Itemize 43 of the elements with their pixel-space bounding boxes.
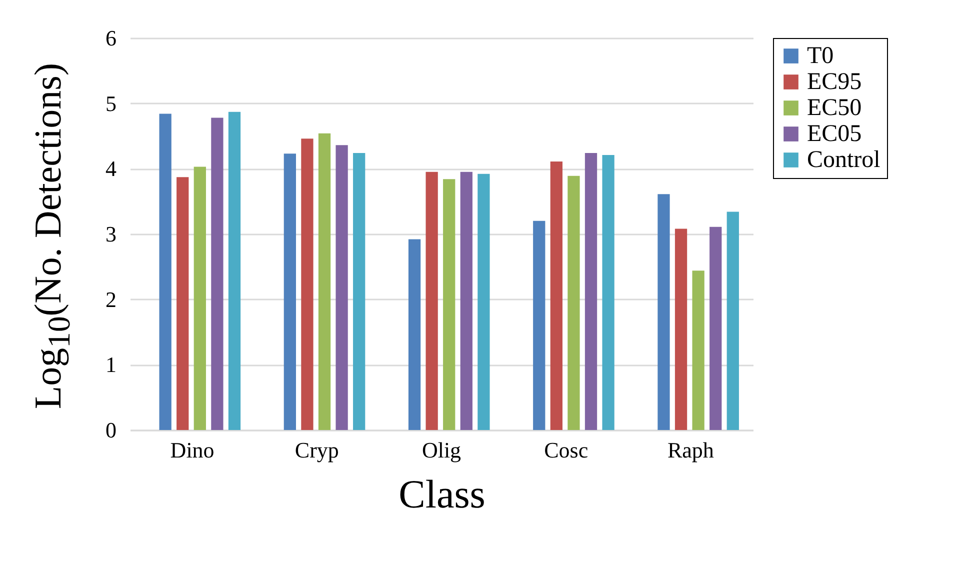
legend-label: T0 xyxy=(807,43,834,69)
bar xyxy=(284,154,296,430)
bar xyxy=(478,174,490,430)
legend-label: EC50 xyxy=(807,95,862,121)
bar xyxy=(211,118,224,430)
bar xyxy=(568,176,580,430)
bar xyxy=(692,270,704,430)
bar xyxy=(194,166,206,430)
bar xyxy=(426,172,438,430)
x-tick-label: Cosc xyxy=(544,438,588,462)
x-axis-title: Class xyxy=(398,472,486,516)
bar xyxy=(159,114,172,430)
bar xyxy=(602,154,614,430)
bar xyxy=(533,220,546,430)
bar xyxy=(710,226,722,430)
x-tick-label: Raph xyxy=(667,438,714,462)
bar xyxy=(460,172,472,430)
bar xyxy=(318,133,331,430)
y-tick-label: 4 xyxy=(106,156,116,182)
legend-label: EC05 xyxy=(807,121,862,147)
y-tick-label: 0 xyxy=(106,418,116,442)
y-tick-label: 3 xyxy=(106,222,116,246)
bar xyxy=(550,161,562,430)
bar xyxy=(353,152,366,430)
y-tick-label: 6 xyxy=(106,26,116,50)
y-tick-label: 1 xyxy=(106,352,116,378)
legend-label: EC95 xyxy=(807,69,862,95)
bar xyxy=(658,194,670,430)
x-tick-label: Cryp xyxy=(294,438,339,462)
bar xyxy=(228,112,241,430)
y-tick-label: 5 xyxy=(106,90,116,116)
bar xyxy=(726,212,739,430)
bar xyxy=(176,177,189,430)
bar xyxy=(336,145,348,430)
x-tick-label: Dino xyxy=(170,438,214,462)
x-tick-label: Olig xyxy=(422,438,462,462)
bar xyxy=(443,179,456,430)
bar xyxy=(584,152,598,430)
bar xyxy=(408,239,421,430)
bar xyxy=(674,228,688,430)
legend-label: Control xyxy=(807,147,881,173)
y-tick-label: 2 xyxy=(106,286,116,312)
bar xyxy=(301,138,314,430)
